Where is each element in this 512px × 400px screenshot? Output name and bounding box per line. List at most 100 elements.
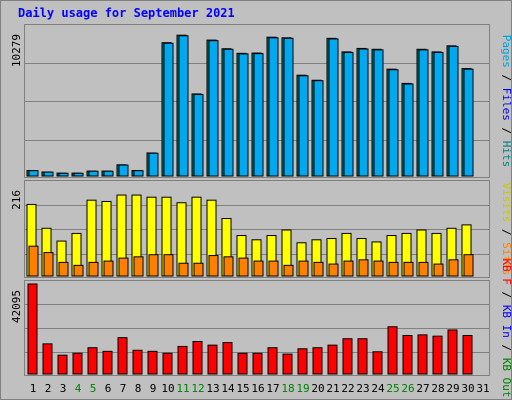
bar-files: [298, 75, 309, 177]
bar-files: [328, 38, 339, 177]
x-tick-label: 10: [161, 382, 174, 395]
bar-sites: [253, 260, 264, 277]
bar-kb-f: [267, 347, 278, 375]
x-tick-label: 3: [60, 382, 67, 395]
x-tick-label: 8: [135, 382, 142, 395]
x-tick-label: 12: [191, 382, 204, 395]
x-tick-label: 24: [371, 382, 385, 395]
bar-kb-f: [432, 335, 443, 375]
bar-kb-f: [297, 348, 308, 375]
y-max-label: 216: [10, 190, 23, 210]
bar-sites: [178, 262, 189, 277]
bar-kb-f: [417, 334, 428, 375]
bar-sites: [403, 261, 414, 277]
bar-sites: [88, 261, 99, 277]
bar-kb-f: [357, 338, 368, 375]
bar-sites: [193, 262, 204, 277]
bar-kb-f: [342, 338, 353, 375]
bar-files: [118, 164, 129, 177]
x-tick-label: 7: [120, 382, 127, 395]
bar-files: [148, 152, 159, 177]
bar-sites: [163, 254, 174, 277]
bar-files: [88, 170, 99, 177]
bar-sites: [448, 259, 459, 277]
x-tick-label: 30: [461, 382, 474, 395]
bar-files: [403, 83, 414, 177]
x-tick-label: 17: [266, 382, 279, 395]
x-tick-label: 11: [176, 382, 189, 395]
bar-sites: [388, 261, 399, 277]
bar-kb-f: [252, 352, 263, 375]
legend-entry: Pages: [500, 35, 512, 68]
bar-sites: [433, 263, 444, 277]
bar-sites: [73, 264, 84, 277]
bar-kb-f: [57, 354, 68, 375]
y-max-label: 10279: [10, 34, 23, 67]
bar-files: [373, 49, 384, 177]
bar-kb-f: [327, 344, 338, 375]
bar-files: [163, 42, 174, 177]
x-tick-label: 9: [150, 382, 157, 395]
bar-sites: [298, 260, 309, 277]
bar-files: [358, 48, 369, 177]
bar-files: [223, 48, 234, 177]
bar-files: [253, 53, 264, 177]
bar-kb-f: [87, 347, 98, 375]
x-tick-label: 22: [341, 382, 354, 395]
bar-files: [58, 172, 69, 177]
bar-kb-f: [117, 337, 128, 375]
bar-kb-f: [282, 353, 293, 375]
series-legend: Pages / Files / Hits: [500, 35, 512, 168]
x-tick-label: 16: [251, 382, 264, 395]
bar-files: [208, 40, 219, 177]
x-tick-label: 31: [476, 382, 489, 395]
bar-files: [73, 172, 84, 177]
y-max-label: 42095: [10, 290, 23, 323]
bar-kb-f: [462, 335, 473, 375]
bar-kb-f: [207, 344, 218, 375]
x-tick-label: 29: [446, 382, 459, 395]
x-tick-label: 21: [326, 382, 339, 395]
legend-entry: /: [500, 222, 512, 242]
bar-sites: [328, 263, 339, 277]
bar-files: [178, 35, 189, 177]
bar-sites: [313, 261, 324, 277]
x-tick-label: 4: [75, 382, 82, 395]
legend-entry: KB Out: [500, 358, 512, 398]
x-tick-label: 23: [356, 382, 369, 395]
bar-kb-f: [447, 329, 458, 375]
page-title: Daily usage for September 2021: [18, 6, 235, 20]
bar-sites: [118, 257, 129, 277]
series-legend: Visits / Sites: [500, 183, 512, 276]
legend-entry: Visits: [500, 183, 512, 223]
bar-kb-f: [192, 341, 203, 375]
legend-entry: /: [500, 121, 512, 141]
legend-entry: KB In: [500, 305, 512, 338]
bar-files: [43, 171, 54, 177]
bar-sites: [133, 256, 144, 277]
bar-kb-f: [147, 350, 158, 375]
bar-sites: [208, 255, 219, 277]
bar-files: [463, 68, 474, 177]
bar-kb-f: [72, 352, 83, 375]
bar-files: [133, 170, 144, 177]
bar-sites: [58, 261, 69, 277]
bar-sites: [103, 260, 114, 277]
x-tick-label: 14: [221, 382, 235, 395]
legend-entry: KB F: [500, 258, 512, 285]
bar-kb-f: [312, 347, 323, 375]
bar-sites: [28, 245, 39, 277]
bar-kb-f: [222, 342, 233, 375]
bar-files: [193, 94, 204, 177]
bar-files: [28, 170, 39, 177]
bar-files: [388, 69, 399, 177]
bar-kb-f: [237, 352, 248, 375]
bar-kb-f: [162, 352, 173, 375]
bar-sites: [283, 264, 294, 277]
bar-kb-f: [102, 350, 113, 375]
bar-sites: [343, 260, 354, 277]
legend-entry: Sites: [500, 242, 512, 275]
x-tick-label: 28: [431, 382, 444, 395]
bar-sites: [373, 260, 384, 277]
